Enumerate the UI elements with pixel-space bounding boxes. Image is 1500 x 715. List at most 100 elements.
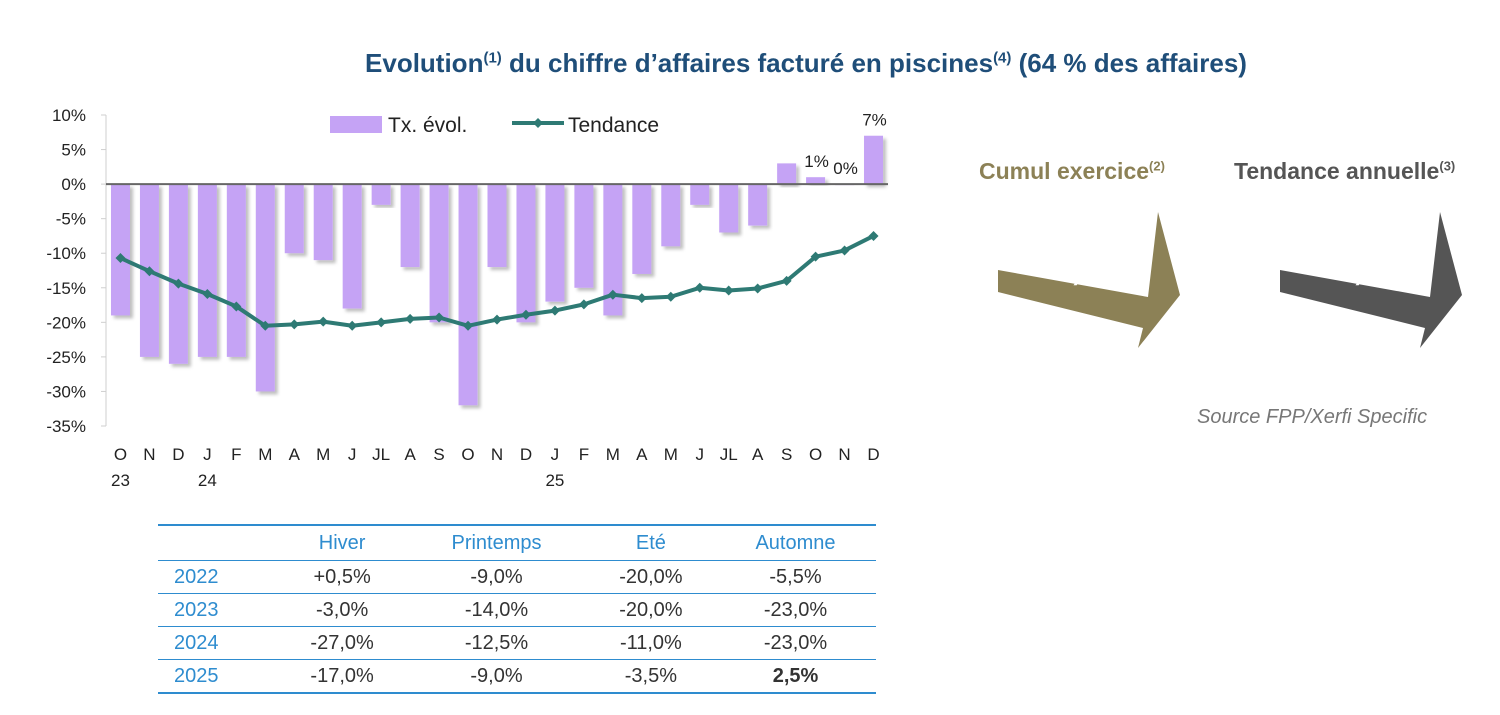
x-tick-label: F (231, 445, 241, 464)
trend-point (549, 305, 560, 316)
trend-point (839, 245, 850, 256)
row-year: 2025 (158, 659, 278, 694)
cumul-label-text: Cumul exercice (979, 158, 1150, 184)
bar (313, 184, 333, 261)
trend-point (376, 317, 387, 328)
tendance-label-text: Tendance annuelle (1234, 158, 1440, 184)
bar (429, 184, 449, 323)
x-tick-label: A (752, 445, 764, 464)
trend-point (810, 251, 821, 262)
x-tick-label: A (289, 445, 301, 464)
table-cell: -9,0% (406, 659, 587, 694)
y-tick-label: -5% (56, 210, 86, 229)
data-label: 1% (804, 152, 829, 171)
x-tick-label: J (695, 445, 704, 464)
x-tick-label: D (172, 445, 184, 464)
data-label: 7% (862, 111, 887, 130)
row-year: 2024 (158, 626, 278, 660)
x-axis: O N D J F M A M J JL A S O N D J F M A M J JL A S O N D23 24 25 (111, 445, 880, 490)
x-year-label: 25 (545, 471, 564, 490)
y-tick-label: -20% (46, 313, 86, 332)
cumul-footnote: (2) (1149, 158, 1165, 174)
bar (255, 184, 275, 392)
combo-chart: 10%5%0%-5%-10%-15%-20%-25%-30%-35% 1% 0%7… (46, 106, 888, 490)
table-cell: -23,0% (715, 626, 876, 660)
bar (806, 177, 826, 185)
y-tick-label: -30% (46, 382, 86, 401)
bar (168, 184, 188, 364)
bar (284, 184, 304, 254)
y-tick-label: -35% (46, 417, 86, 436)
trend-series (115, 230, 879, 331)
table-row: 2025 -17,0% -9,0% -3,5% 2,5% (158, 659, 876, 694)
chart-legend: Tx. évol. Tendance (330, 114, 659, 137)
x-tick-label: S (781, 445, 792, 464)
y-tick-label: -25% (46, 348, 86, 367)
x-tick-label: A (404, 445, 416, 464)
x-tick-label: N (143, 445, 155, 464)
tendance-value: -7,6% (1323, 250, 1412, 288)
trend-point (202, 288, 213, 299)
trend-point (144, 266, 155, 277)
tendance-arrow-shape (1280, 212, 1462, 348)
bar (661, 184, 681, 247)
table-cell-highlight: 2,5% (715, 659, 876, 694)
tendance-footnote: (3) (1439, 158, 1456, 174)
tendance-arrow: -7,6% (1280, 210, 1465, 350)
legend-trend-marker (533, 118, 543, 128)
cumul-value: -7,6% (1041, 250, 1130, 288)
table-cell: -23,0% (715, 593, 876, 627)
table-cell: -27,0% (278, 626, 407, 660)
legend-bar-label: Tx. évol. (388, 114, 467, 137)
x-tick-label: JL (720, 445, 738, 464)
x-tick-label: M (258, 445, 272, 464)
header-automne: Automne (715, 524, 876, 561)
y-tick-label: -10% (46, 244, 86, 263)
bar (777, 163, 797, 185)
table-cell: -3,0% (278, 593, 407, 627)
x-tick-label: S (433, 445, 444, 464)
y-tick-label: -15% (46, 279, 86, 298)
bar (342, 184, 362, 309)
table-row: 2022 +0,5% -9,0% -20,0% -5,5% (158, 560, 876, 594)
table-cell: -11,0% (586, 626, 715, 660)
bar (545, 184, 565, 302)
table-row: 2024 -27,0% -12,5% -11,0% -23,0% (158, 626, 876, 660)
bar (603, 184, 623, 316)
y-axis: 10% 5% 0% -5% -10% -15% -20% -25% -30% -35% (46, 106, 107, 436)
trend-point (492, 314, 502, 325)
trend-point (260, 320, 271, 331)
y-tick-label: 5% (61, 141, 86, 160)
x-tick-label: M (664, 445, 678, 464)
trend-point (463, 320, 474, 331)
bar-series (110, 135, 884, 406)
bar (690, 184, 710, 205)
title-footnote-1: (1) (483, 49, 502, 67)
data-labels: 1% 0% 7% (804, 111, 887, 178)
x-tick-label: J (348, 445, 357, 464)
x-tick-label: M (316, 445, 330, 464)
row-year: 2023 (158, 593, 278, 627)
bar (371, 184, 391, 205)
title-text-tail: (64 % des affaires) (1011, 48, 1247, 78)
trend-point (636, 293, 647, 304)
header-printemps: Printemps (406, 524, 587, 561)
x-year-label: 23 (111, 471, 130, 490)
x-tick-label: O (461, 445, 474, 464)
table-cell: -20,0% (586, 593, 715, 627)
y-tick-label: 0% (61, 175, 86, 194)
trend-point (723, 285, 734, 296)
tendance-annuelle-label: Tendance annuelle(3) (1234, 158, 1455, 185)
bar (574, 184, 594, 288)
trend-point (231, 301, 242, 312)
cumul-exercice-label: Cumul exercice(2) (979, 158, 1165, 185)
bar (487, 184, 507, 268)
trend-point (578, 299, 589, 310)
trend-point (781, 275, 792, 286)
data-label: 0% (833, 159, 858, 178)
trend-point (752, 283, 763, 294)
header-ete: Eté (586, 524, 715, 561)
trend-point (607, 289, 618, 300)
table-cell: -20,0% (586, 560, 715, 594)
y-tick-label: 10% (52, 106, 86, 125)
